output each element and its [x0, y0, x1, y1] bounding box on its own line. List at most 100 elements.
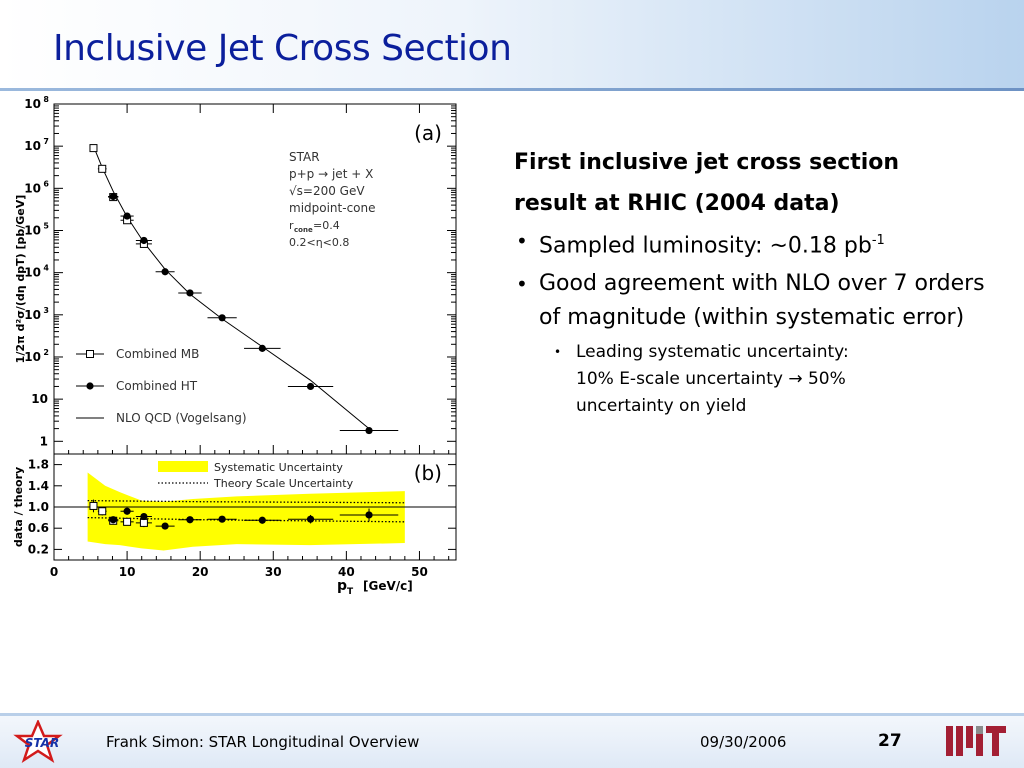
x-axis-unit: [GeV/c] [363, 579, 413, 593]
sub-bullet-line-2: 10% E-scale uncertainty → 50% [576, 369, 846, 390]
panel-b-ht-point [109, 516, 117, 524]
mit-logo-bar-3 [966, 726, 973, 748]
x-tick-label: 30 [265, 565, 282, 579]
x-tick-label: 40 [338, 565, 355, 579]
panel-a-ht-point [109, 192, 117, 201]
panel-b-ht-point [123, 507, 131, 515]
panel-a-frame [53, 103, 457, 455]
panel-b-tick-label: 0.6 [28, 521, 49, 535]
footer-author: Frank Simon: STAR Longitudinal Overview [106, 733, 420, 751]
x-tick-label: 20 [192, 565, 209, 579]
panel-a-tick-label: 10 [24, 181, 41, 195]
panel-a-tick-label: 10 [24, 97, 41, 111]
panel-a-ht-point [306, 382, 315, 391]
panel-a-tick-label: 10 [31, 392, 48, 406]
panel-a-ht-point [365, 426, 373, 435]
panel-b-ht-point [140, 512, 148, 521]
mit-logo-bar-top [986, 726, 1006, 733]
panel-a-tick-label: 1 [40, 434, 48, 448]
panel-b-ht-point [258, 516, 266, 524]
footer-bar [0, 716, 1024, 768]
panel-b-tick-label: 1.8 [28, 458, 49, 472]
legend-theory-label: Theory Scale Uncertainty [213, 477, 354, 490]
panel-a-tick-label: 10 [24, 139, 41, 153]
bullet-dot-icon: • [516, 272, 528, 297]
mit-logo-bar-1 [946, 726, 953, 756]
page-number: 27 [878, 731, 902, 751]
x-tick-label: 50 [411, 565, 428, 579]
text-panel: First inclusive jet cross section result… [514, 142, 994, 420]
annotation-line-1: STAR [289, 150, 320, 164]
panel-b-tick-label: 1.4 [28, 479, 49, 493]
bullet-luminosity-text: Sampled luminosity: ~0.18 pb [539, 233, 872, 259]
panel-b-tick-label: 0.2 [28, 542, 49, 556]
panel-a-ht-point [218, 314, 226, 322]
panel-a-tick-label: 10 [24, 223, 41, 237]
panel-a-ht-point [186, 289, 194, 297]
legend-label: Combined HT [116, 379, 198, 393]
legend-band-label: Systematic Uncertainty [214, 461, 343, 474]
panel-b-ht-point [186, 516, 194, 524]
panel-a-ht-point [140, 236, 148, 245]
panel-b-ht-point [218, 515, 226, 523]
panel-a-label: (a) [414, 121, 442, 145]
legend-mb-marker [86, 350, 94, 358]
annotation-cone-subscript: cone [294, 226, 313, 234]
legend-ht-marker [86, 382, 94, 390]
mit-logo [946, 726, 1006, 756]
panel-b-ht-point [306, 515, 315, 523]
bullet-luminosity-sup: -1 [871, 233, 885, 248]
panel-a-tick-exponent: 3 [43, 306, 49, 315]
annotation-cone-value: =0.4 [313, 219, 340, 232]
slide-heading: First inclusive jet cross section result… [514, 142, 994, 224]
bullet-agreement-text: Good agreement with NLO over 7 orders of… [539, 271, 985, 331]
annotation-line-4: midpoint-cone [289, 201, 376, 215]
panel-b-mb-point [139, 518, 148, 527]
legend-label: Combined MB [116, 347, 199, 361]
panel-b-ht-point [161, 522, 169, 530]
mit-logo-bar-2 [956, 726, 963, 756]
annotation-eta-range: 0.2<η<0.8 [289, 236, 349, 249]
panel-a-ylabel: 1/2π d²σ/(dη dpT) [pb/GeV] [14, 195, 27, 364]
panel-a-tick-exponent: 5 [43, 221, 49, 230]
panel-a-mb-point [98, 164, 107, 173]
systematic-uncertainty-band [87, 472, 405, 551]
sub-bullet-line-1: Leading systematic uncertainty: [576, 342, 849, 363]
annotation-r-symbol: r [289, 219, 294, 232]
star-logo: STAR [13, 720, 63, 763]
heading-line-1: First inclusive jet cross section [514, 150, 900, 175]
header-divider [0, 88, 1024, 91]
panel-b-mb-point [123, 517, 132, 526]
x-tick-label: 0 [50, 565, 58, 579]
footer-divider [0, 713, 1024, 716]
mit-logo-bar-5 [992, 733, 999, 756]
annotation-line-2: p+p → jet + X [289, 167, 373, 181]
footer-date: 09/30/2006 [700, 733, 787, 751]
bullet-luminosity: • Sampled luminosity: ~0.18 pb-1 [514, 224, 994, 263]
sub-bullet-systematic: • Leading systematic uncertainty: 10% E-… [514, 339, 994, 420]
slide-title: Inclusive Jet Cross Section [53, 28, 512, 69]
panel-b-tick-label: 1.0 [28, 500, 49, 514]
panel-a-tick-exponent: 6 [43, 179, 49, 188]
header-bar [0, 0, 1024, 88]
sub-bullet-line-3: uncertainty on yield [576, 396, 747, 417]
panel-a-tick-exponent: 4 [43, 264, 49, 273]
star-logo-text: STAR [25, 736, 59, 750]
panel-a-tick-exponent: 2 [43, 348, 49, 357]
panel-a-tick-label: 10 [24, 266, 41, 280]
sub-bullet-dot-icon: • [554, 345, 562, 360]
panel-a-mb-point [89, 144, 98, 153]
theory-scale-upper [87, 499, 405, 504]
panel-b-mb-point [98, 507, 107, 516]
x-axis-label: p [337, 578, 347, 594]
bullet-list: • Sampled luminosity: ~0.18 pb-1 • Good … [514, 224, 994, 420]
panel-a-tick-label: 10 [24, 308, 41, 322]
legend-label: NLO QCD (Vogelsang) [116, 411, 247, 425]
bullet-agreement: • Good agreement with NLO over 7 orders … [514, 267, 994, 335]
panel-b-label: (b) [414, 461, 442, 485]
mit-logo-bar-4 [976, 726, 983, 756]
panel-a-ht-point [258, 344, 266, 352]
panel-b-mb-point [89, 501, 98, 510]
heading-line-2: result at RHIC (2004 data) [514, 191, 840, 216]
